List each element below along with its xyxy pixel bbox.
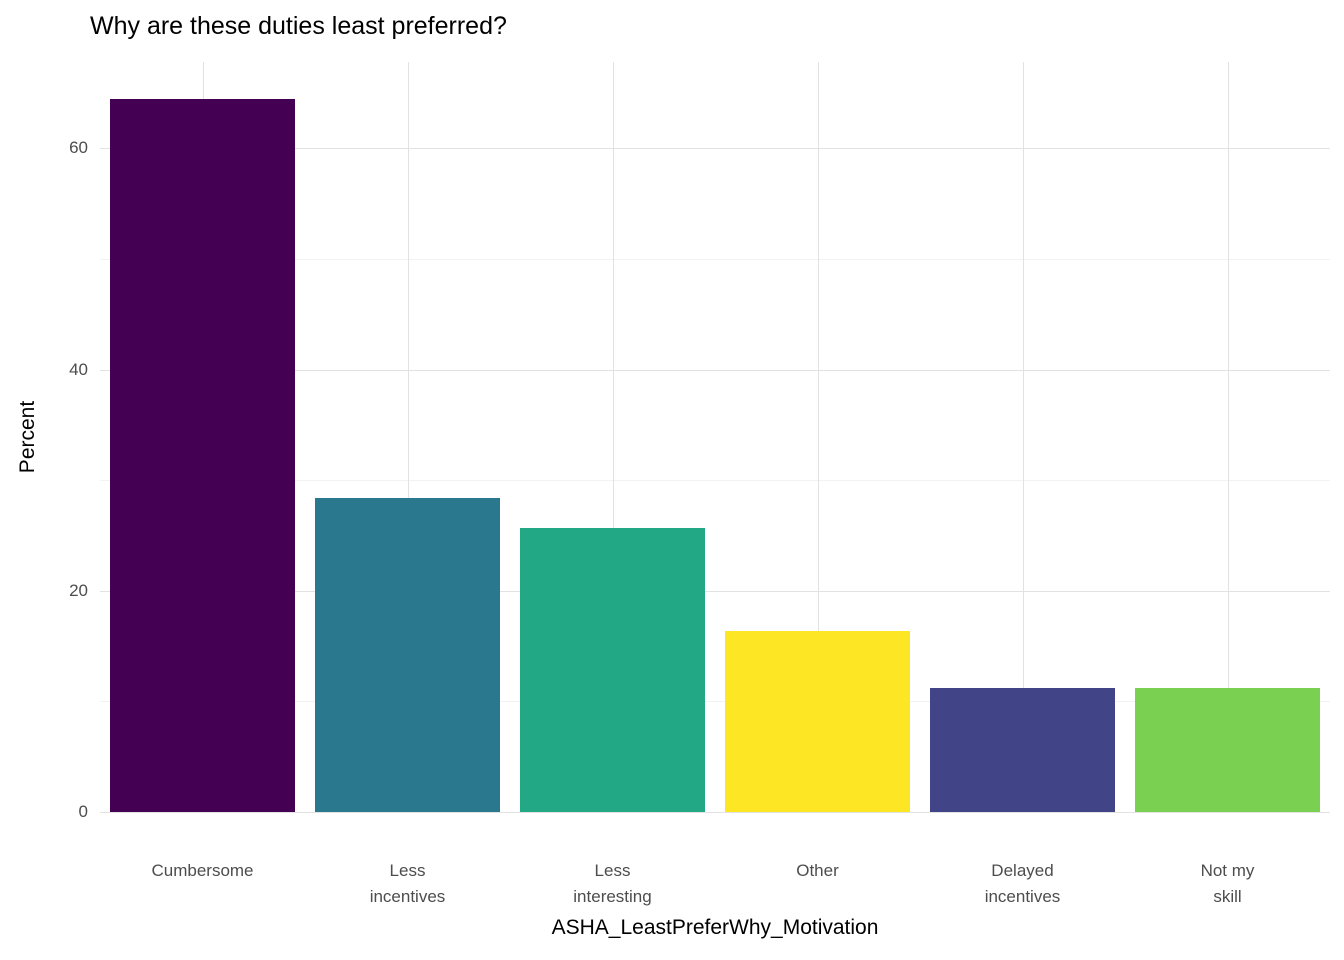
- gridline-horizontal-minor: [100, 701, 1330, 703]
- gridline-vertical-major: [1227, 62, 1229, 812]
- x-axis-title: ASHA_LeastPreferWhy_Motivation: [551, 916, 879, 939]
- x-tick-label: Less interesting: [573, 861, 652, 906]
- gridline-vertical-major: [612, 62, 614, 812]
- bar-less-incentives: [315, 497, 500, 812]
- y-tick-label: 60: [69, 138, 88, 158]
- gridline-horizontal-major: [100, 369, 1330, 371]
- gridline-vertical-major: [407, 62, 409, 812]
- bar-cumbersome: [110, 98, 295, 812]
- y-tick-label: 40: [69, 359, 88, 379]
- gridline-horizontal-major: [100, 148, 1330, 150]
- gridline-horizontal-major: [100, 590, 1330, 592]
- bar-other: [725, 630, 910, 812]
- x-tick-label: Cumbersome: [151, 861, 254, 880]
- x-tick-label: Not my skill: [1200, 861, 1255, 906]
- gridline-vertical-major: [1022, 62, 1024, 812]
- chart-title: Why are these duties least preferred?: [90, 12, 507, 40]
- gridline-horizontal-major: [100, 812, 1330, 813]
- y-axis-title: Percent: [16, 400, 39, 474]
- plot-panel: [100, 62, 1330, 813]
- x-tick-label: Less incentives: [369, 861, 446, 906]
- x-tick-label: Other: [796, 861, 839, 880]
- y-tick-label: 20: [69, 580, 88, 600]
- gridline-horizontal-minor: [100, 480, 1330, 482]
- gridline-horizontal-minor: [100, 258, 1330, 260]
- gridline-vertical-major: [817, 62, 819, 812]
- bar-delayed-incentives: [930, 688, 1115, 812]
- x-tick-label: Delayed incentives: [984, 861, 1061, 906]
- bar-not-my-skill: [1135, 688, 1320, 812]
- bar-less-interesting: [520, 527, 705, 812]
- y-tick-label: 0: [78, 802, 88, 821]
